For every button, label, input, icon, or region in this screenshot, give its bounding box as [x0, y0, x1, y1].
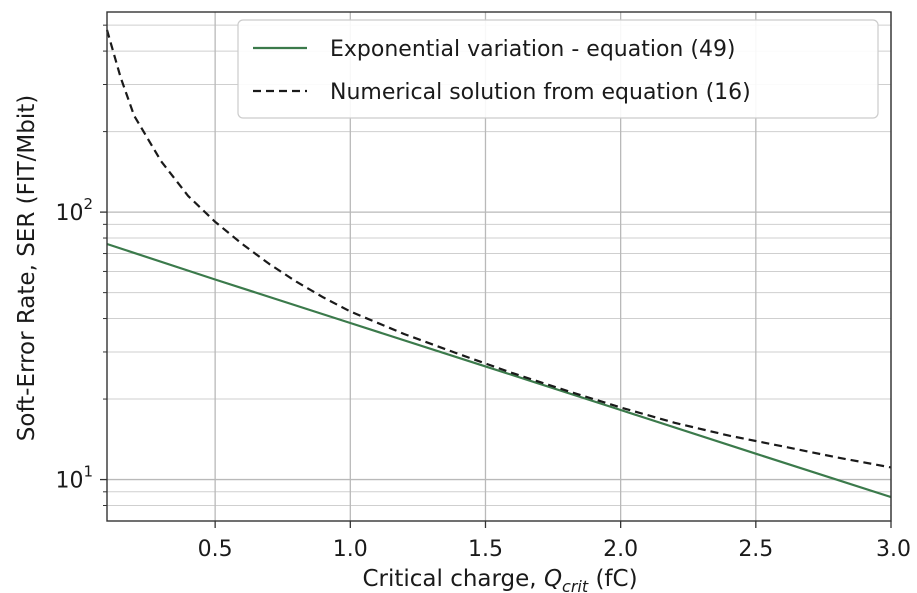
x-tick-label: 3.0: [876, 537, 911, 562]
legend-label-exponential: Exponential variation - equation (49): [330, 37, 736, 62]
y-tick-label: 101: [55, 463, 93, 494]
x-tick-labels: 0.5 1.0 1.5 2.0 2.5 3.0: [198, 537, 911, 562]
x-tick-label: 1.0: [333, 537, 368, 562]
plot-frame: [106, 11, 892, 522]
y-tick-labels: 101 102: [55, 195, 93, 493]
series-line-numerical: [105, 29, 892, 469]
legend-box: [237, 19, 879, 119]
legend: Exponential variation - equation (49) Nu…: [237, 19, 879, 119]
y-tick-label: 102: [55, 195, 93, 226]
x-tick-label: 2.0: [603, 537, 638, 562]
series-line-exponential: [106, 242, 892, 499]
x-axis-label: Critical charge, Qcrit (fC): [362, 566, 637, 593]
x-tick-label: 0.5: [198, 537, 233, 562]
x-tick-label: 2.5: [738, 537, 773, 562]
legend-label-numerical: Numerical solution from equation (16): [330, 80, 751, 105]
x-tick-label: 1.5: [468, 537, 503, 562]
tick-marks: [100, 24, 892, 528]
series-layer: [105, 29, 892, 499]
y-axis-label: Soft-Error Rate, SER (FIT/Mbit): [14, 95, 40, 441]
